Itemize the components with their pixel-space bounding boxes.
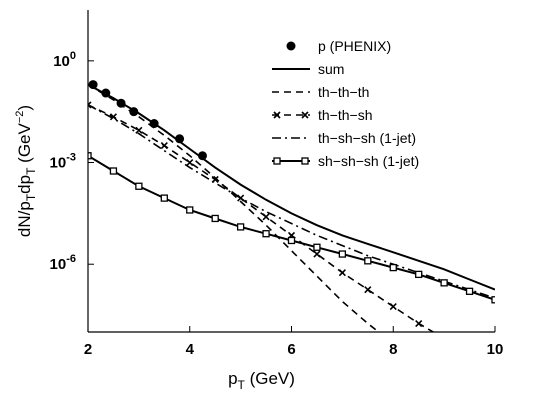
legend-5-marker [273, 157, 281, 165]
legend-3-marker [273, 111, 281, 119]
series-4-line [88, 104, 495, 299]
series-5-point [262, 230, 270, 238]
legend-1-label: sum [318, 61, 344, 77]
legend-3-marker [301, 111, 309, 119]
x-tick-label: 6 [287, 341, 295, 358]
series-5-point [211, 214, 219, 223]
x-axis-label: pT (GeV) [228, 369, 295, 392]
series-3-point [88, 101, 92, 109]
y-tick-label: 100 [53, 50, 76, 70]
series-3-point [389, 303, 397, 311]
series-5-point [491, 296, 495, 304]
legend-5-label: sh−sh−sh (1-jet) [318, 153, 419, 169]
series-5-point [389, 263, 397, 272]
legend-2-label: th−th−th [318, 84, 369, 100]
series-5-point [186, 206, 194, 214]
legend-0-label: p (PHENIX) [318, 38, 391, 54]
series-5-point [287, 236, 296, 245]
series-5-point [440, 279, 448, 287]
series-5-point [109, 167, 118, 175]
series-2-line [88, 83, 381, 332]
series-3-point [160, 142, 168, 150]
series-0-point [197, 151, 207, 161]
x-tick-label: 10 [487, 341, 504, 358]
x-tick-label: 2 [84, 341, 92, 358]
series-5-point [338, 250, 347, 258]
series-5-point [465, 287, 474, 295]
legend-0-marker [286, 41, 296, 51]
series-3-point [313, 250, 321, 258]
series-5-point [364, 257, 372, 265]
y-tick-label: 10-6 [50, 253, 76, 273]
legend-5-marker [301, 157, 309, 165]
series-5-point [313, 243, 321, 251]
y-tick-label: 10-3 [50, 152, 76, 172]
series-5-point [236, 223, 245, 231]
series-5-point [135, 182, 143, 190]
series-5-point [160, 194, 168, 202]
series-3-point [338, 269, 346, 277]
series-3-point [436, 331, 442, 332]
x-tick-label: 8 [389, 341, 397, 358]
series-3-point [135, 126, 143, 134]
series-3-point [109, 113, 118, 121]
series-3-point [262, 213, 270, 221]
series-3-point [415, 319, 423, 328]
x-tick-label: 4 [186, 341, 195, 358]
legend-3-label: th−th−sh [318, 107, 373, 123]
series-3-point [186, 158, 194, 167]
series-5-point [415, 270, 423, 279]
series-5-point [88, 152, 92, 160]
y-axis-label: dN/pTdpT (GeV−2) [14, 105, 38, 237]
series-3-point [364, 286, 372, 294]
series-1-line [88, 83, 495, 291]
legend-4-label: th−sh−sh (1-jet) [318, 130, 416, 146]
